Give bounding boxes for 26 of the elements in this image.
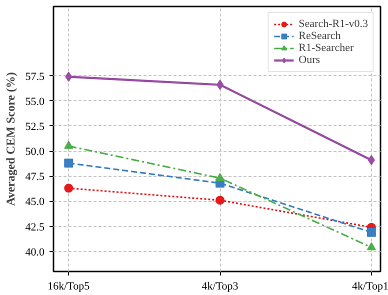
legend-label: Ours	[298, 54, 320, 66]
y-axis-title: Averaged CEM Score (%)	[3, 72, 18, 206]
y-tick-label: 42.5	[25, 221, 45, 234]
y-tick-label: 52.5	[25, 120, 45, 133]
y-tick-label: 45.0	[25, 196, 45, 208]
legend-label: R1-Searcher	[298, 42, 354, 54]
x-tick-label: 16k/Top5	[48, 280, 90, 292]
y-tick-label: 40.0	[25, 246, 45, 258]
point	[64, 158, 74, 168]
point	[216, 196, 225, 205]
point	[64, 184, 74, 193]
legend-label: Search-R1-v0.3	[298, 18, 368, 30]
point	[65, 72, 72, 82]
point	[216, 80, 224, 90]
y-tick-label: 55.0	[25, 96, 45, 108]
x-tick-label: 4k/Top1	[352, 280, 388, 292]
point	[64, 140, 74, 149]
x-tick-label: 4k/Top3	[202, 280, 239, 292]
y-tick-label: 50.0	[25, 146, 45, 158]
y-tick-label: 57.5	[25, 70, 45, 83]
point	[216, 173, 225, 181]
legend-label: ReSearch	[298, 30, 341, 42]
point	[366, 242, 376, 250]
point	[368, 155, 375, 166]
point	[366, 228, 376, 237]
y-tick-label: 47.5	[25, 171, 45, 184]
